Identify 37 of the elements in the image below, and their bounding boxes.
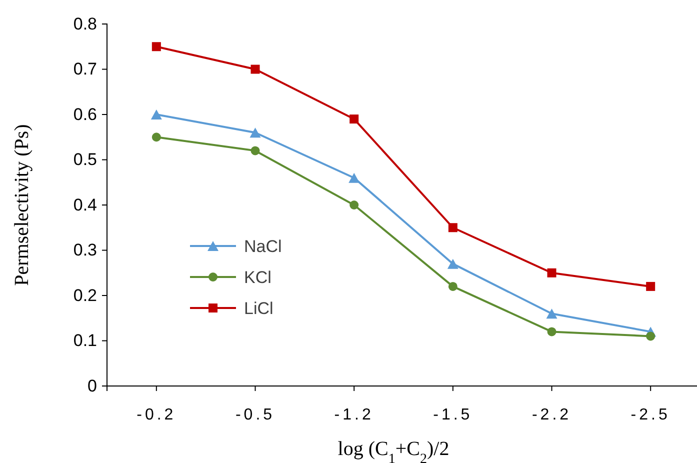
point	[250, 146, 260, 156]
point	[646, 282, 656, 291]
x-tick-label: -0.5	[235, 406, 276, 424]
legend-label: LiCl	[244, 298, 274, 318]
x-tick-label: -1.2	[334, 406, 374, 424]
x-axis-title: log (C$_{1}$+C$_{2}$)/2	[338, 438, 450, 463]
point	[152, 132, 161, 142]
point	[350, 200, 359, 210]
legend-label: KCl	[244, 268, 272, 287]
y-tick-label: 0.2	[73, 286, 97, 305]
x-tick-label: -0.2	[136, 406, 176, 424]
point	[350, 114, 359, 124]
point	[448, 282, 458, 291]
y-tick-label: 0	[88, 376, 97, 396]
point	[348, 172, 360, 183]
y-tick-label: 0.5	[73, 150, 97, 170]
x-tick-label: -2.2	[532, 406, 572, 424]
point	[448, 223, 458, 232]
y-tick-label: 0.8	[73, 14, 97, 34]
point	[150, 110, 162, 120]
y-tick-label: 0.3	[73, 240, 97, 260]
point	[447, 258, 458, 269]
legend-label: NaCl	[244, 236, 282, 256]
point	[547, 268, 556, 278]
point	[646, 332, 656, 341]
x-tick-label: -1.5	[433, 406, 473, 424]
point	[546, 308, 558, 319]
y-axis-title: Permselectivity (Ps)	[11, 124, 33, 286]
y-tick-label: 0.4	[73, 195, 97, 214]
x-tick-label: -2.5	[630, 406, 670, 424]
y-tick-label: 0.1	[73, 331, 97, 350]
point	[152, 42, 161, 52]
y-tick-label: 0.7	[73, 60, 97, 79]
point	[250, 64, 260, 74]
y-tick-label: 0.6	[73, 104, 97, 124]
point	[250, 128, 261, 138]
point	[547, 327, 556, 336]
